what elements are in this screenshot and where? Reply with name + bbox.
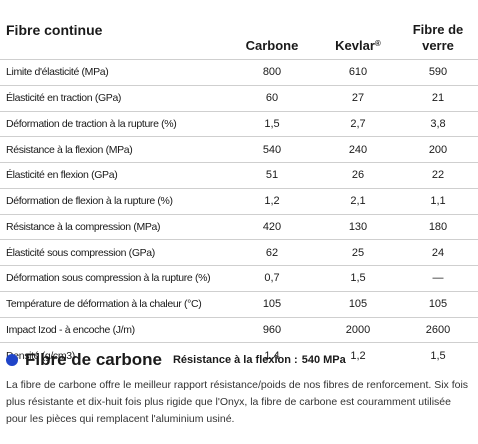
column-header-carbone: Carbone bbox=[226, 0, 318, 60]
property-value: 1,5 bbox=[226, 111, 318, 138]
property-value: 3,8 bbox=[398, 111, 478, 138]
table-title: Fibre continue bbox=[0, 0, 226, 60]
property-value: 1,4 bbox=[264, 349, 280, 362]
property-value: 26 bbox=[318, 162, 398, 189]
property-value: 2,7 bbox=[318, 111, 398, 138]
property-value: 105 bbox=[226, 291, 318, 318]
property-value: 2,1 bbox=[318, 188, 398, 215]
property-label: Densité (g/cm3) bbox=[6, 349, 75, 362]
property-label: Déformation sous compression à la ruptur… bbox=[0, 265, 226, 292]
table-row: Déformation de flexion à la rupture (%) 1… bbox=[0, 188, 478, 215]
table-row: Impact Izod - à encoche (J/m) 960 2000 2600 bbox=[0, 317, 478, 344]
column-header-fibre-de-verre: Fibre de verre bbox=[398, 0, 478, 60]
property-label: Élasticité en traction (GPa) bbox=[0, 85, 226, 112]
table-row: Élasticité sous compression (GPa) 62 25 24 bbox=[0, 239, 478, 266]
column-header-label: Fibre de verre bbox=[412, 22, 464, 53]
property-value: 62 bbox=[226, 239, 318, 266]
column-header-label: Carbone bbox=[245, 38, 299, 53]
section-title: Fibre de carbone bbox=[25, 350, 162, 369]
property-label: Limite d'élasticité (MPa) bbox=[0, 59, 226, 86]
column-header-label: Kevlar bbox=[335, 38, 375, 53]
property-value: 1,1 bbox=[398, 188, 478, 215]
property-label: Impact Izod - à encoche (J/m) bbox=[0, 317, 226, 344]
property-label: Déformation de flexion à la rupture (%) bbox=[0, 188, 226, 215]
property-value: 105 bbox=[318, 291, 398, 318]
properties-table: Fibre continue Carbone Kevlar® Fibre de … bbox=[0, 0, 478, 369]
metric-label: Résistance à la flexion : bbox=[172, 354, 298, 366]
property-label: Élasticité en flexion (GPa) bbox=[0, 162, 226, 189]
section-metric: Résistance à la flexion :540 MPa bbox=[173, 354, 346, 366]
property-value: 200 bbox=[398, 136, 478, 163]
property-value: 2600 bbox=[398, 317, 478, 344]
table-row: Densité (g/cm3) 1,4 1,2 1,5 bbox=[0, 343, 478, 368]
property-value: 1,5 bbox=[318, 265, 398, 292]
property-value: 21 bbox=[398, 85, 478, 112]
property-value: 960 bbox=[226, 317, 318, 344]
property-value: 105 bbox=[398, 291, 478, 318]
column-header-kevlar: Kevlar® bbox=[318, 0, 398, 60]
property-value: 60 bbox=[226, 85, 318, 112]
section-description: La fibre de carbone offre le meilleur ra… bbox=[6, 379, 469, 425]
table-row: Déformation sous compression à la ruptur… bbox=[0, 265, 478, 292]
property-value: 610 bbox=[318, 59, 398, 86]
registered-mark: ® bbox=[374, 39, 381, 48]
bullet-dot-icon bbox=[6, 354, 18, 366]
property-value: 1,5 bbox=[430, 349, 446, 362]
property-value: 25 bbox=[318, 239, 398, 266]
property-value: 800 bbox=[226, 59, 318, 86]
table-row: Déformation de traction à la rupture (%)… bbox=[0, 111, 478, 138]
property-value: — bbox=[398, 265, 478, 292]
property-value: 0,7 bbox=[226, 265, 318, 292]
table-row: Température de déformation à la chaleur … bbox=[0, 291, 478, 318]
table-row: Résistance à la compression (MPa) 420 130 1… bbox=[0, 214, 478, 241]
property-value: 27 bbox=[318, 85, 398, 112]
property-value: 51 bbox=[226, 162, 318, 189]
property-value: 130 bbox=[318, 214, 398, 241]
table-row: Élasticité en traction (GPa) 60 27 21 bbox=[0, 85, 478, 112]
table-body: Limite d'élasticité (MPa) 800 610 590 Élasti… bbox=[0, 59, 478, 369]
property-value: 24 bbox=[398, 239, 478, 266]
property-value: 540 bbox=[226, 136, 318, 163]
table-row: Élasticité en flexion (GPa) 51 26 22 bbox=[0, 162, 478, 189]
property-label: Température de déformation à la chaleur … bbox=[0, 291, 226, 318]
property-label: Déformation de traction à la rupture (%) bbox=[0, 111, 226, 138]
property-label: Élasticité sous compression (GPa) bbox=[0, 239, 226, 266]
property-value: 240 bbox=[318, 136, 398, 163]
property-value: 180 bbox=[398, 214, 478, 241]
property-value: 22 bbox=[398, 162, 478, 189]
property-value: 1,2 bbox=[226, 188, 318, 215]
section-heading: Fibre de carbone Résistance à la flexion… bbox=[6, 347, 472, 373]
carbon-fibre-section: Fibre de carbone Résistance à la flexion… bbox=[6, 347, 472, 428]
property-value: 1,2 bbox=[350, 349, 366, 362]
property-value: 2000 bbox=[318, 317, 398, 344]
table-header-row: Fibre continue Carbone Kevlar® Fibre de … bbox=[0, 0, 478, 60]
property-label: Résistance à la compression (MPa) bbox=[0, 214, 226, 241]
metric-value: 540 MPa bbox=[301, 354, 346, 366]
table-row: Résistance à la flexion (MPa) 540 240 200 bbox=[0, 136, 478, 163]
table-row: Limite d'élasticité (MPa) 800 610 590 bbox=[0, 59, 478, 86]
property-value: 420 bbox=[226, 214, 318, 241]
property-value: 590 bbox=[398, 59, 478, 86]
property-label: Résistance à la flexion (MPa) bbox=[0, 136, 226, 163]
